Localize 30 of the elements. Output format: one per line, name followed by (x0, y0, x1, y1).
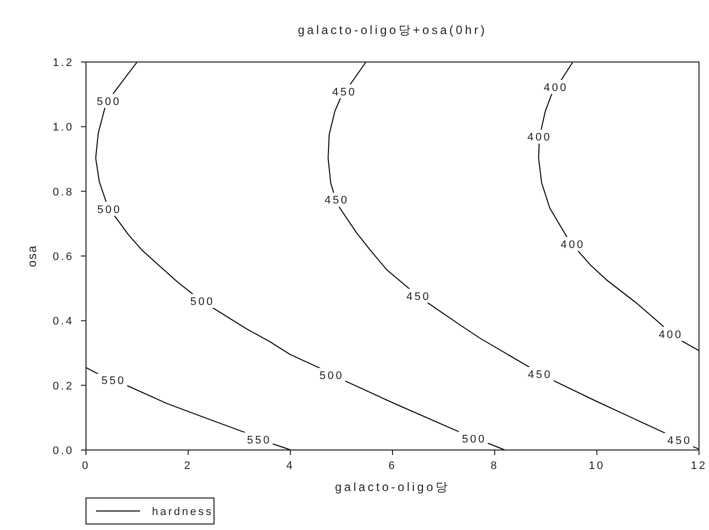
annotation: 400 (544, 82, 568, 94)
y-tick-label: 1.0 (52, 122, 74, 134)
annotation: 500 (190, 296, 215, 308)
annotation: 400 (658, 328, 684, 341)
x-tick-label: 2 (184, 460, 192, 472)
annotation: 400 (527, 132, 552, 144)
x-tick-label: 10 (588, 460, 605, 472)
annotation: 500 (97, 204, 122, 216)
x-tick-label: 0 (82, 460, 90, 472)
y-tick-label: 0.2 (52, 380, 74, 392)
chart-title: galacto-oligo당+osa(0hr) (298, 23, 488, 37)
y-tick-label: 0.4 (52, 316, 74, 328)
x-tick-label: 12 (690, 460, 708, 472)
annotation: 450 (332, 86, 357, 98)
x-axis-title: galacto-oligo당 (334, 480, 450, 494)
x-tick-label: 6 (388, 460, 397, 472)
y-tick-label: 0.0 (52, 445, 74, 457)
annotation: 450 (406, 290, 431, 303)
annotation: 500 (96, 96, 122, 108)
annotation: 450 (528, 369, 552, 382)
x-tick-label: 8 (490, 460, 499, 472)
y-tick-label: 0.6 (52, 251, 74, 263)
y-axis-title: osa (25, 244, 39, 268)
x-tick-label: 4 (286, 460, 294, 472)
line-series (86, 367, 292, 450)
y-tick-label: 1.2 (52, 57, 74, 69)
annotation: 450 (324, 194, 349, 207)
legend-label: hardness (152, 506, 214, 518)
y-tick-label: 0.8 (52, 186, 74, 198)
annotation: 400 (560, 239, 585, 252)
